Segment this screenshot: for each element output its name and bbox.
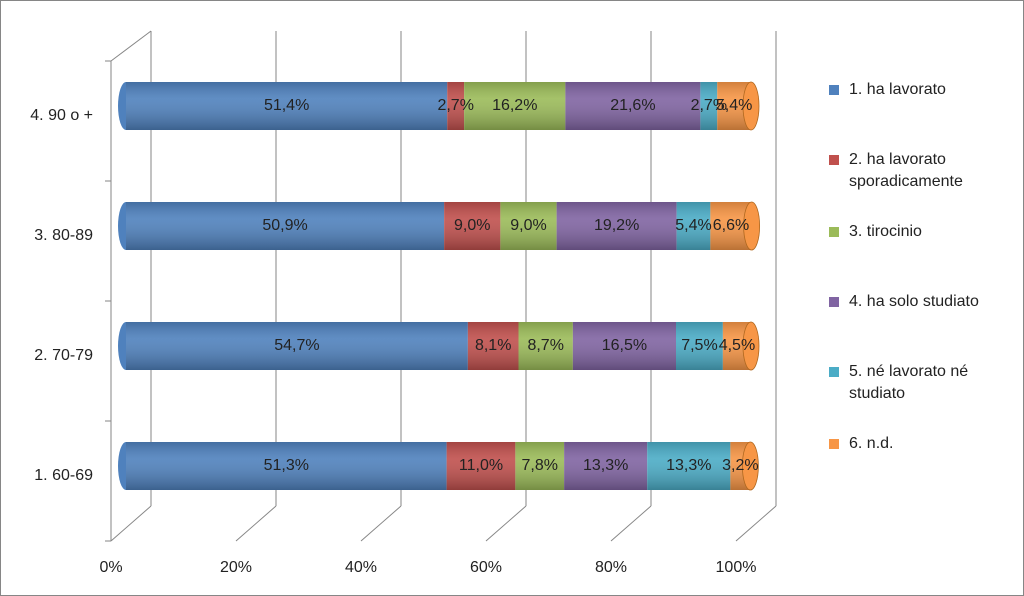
value-label: 9,0% [454, 217, 490, 234]
legend-item: 1. ha lavorato [829, 79, 1014, 101]
y-tick-label: 4. 90 o + [30, 107, 93, 124]
floor-line [360, 505, 402, 542]
legend-item: 4. ha solo studiato [829, 291, 1014, 313]
value-label: 7,8% [522, 457, 558, 474]
legend-swatch [829, 155, 839, 165]
bar-shade [572, 322, 676, 370]
value-label: 19,2% [594, 217, 639, 234]
value-label: 8,1% [475, 337, 511, 354]
value-label: 3,2% [722, 457, 758, 474]
legend-swatch [829, 297, 839, 307]
bar-shade [647, 442, 731, 490]
legend-swatch [829, 439, 839, 449]
legend-label: 1. ha lavorato [849, 81, 946, 98]
bar-cap [741, 441, 759, 491]
value-label: 6,6% [713, 217, 749, 234]
x-tick-label: 100% [716, 559, 757, 576]
legend-swatch [829, 85, 839, 95]
value-label: 16,2% [492, 97, 537, 114]
value-label: 5,4% [716, 97, 752, 114]
legend-label: 2. ha lavorato sporadicamente [849, 151, 963, 190]
bar-shade [518, 322, 573, 370]
value-label: 54,7% [274, 337, 319, 354]
value-label: 16,5% [602, 337, 647, 354]
legend-swatch [829, 367, 839, 377]
legend-label: 6. n.d. [849, 435, 894, 452]
bar-cap [742, 81, 760, 131]
legend-swatch [829, 227, 839, 237]
floor-line [235, 505, 277, 542]
bar-shade [556, 202, 677, 250]
bar-shade [446, 442, 516, 490]
value-label: 13,3% [666, 457, 711, 474]
legend-label: 5. né lavorato né studiato [849, 363, 969, 402]
bar-shade [126, 322, 468, 370]
x-tick-label: 60% [470, 559, 502, 576]
bar-shade [500, 202, 557, 250]
y-tick-label: 3. 80-89 [34, 227, 93, 244]
legend-item: 6. n.d. [829, 433, 1014, 455]
value-label: 2,7% [691, 97, 727, 114]
value-label: 5,4% [675, 217, 711, 234]
legend-label: 4. ha solo studiato [849, 293, 979, 310]
floor-line [485, 505, 527, 542]
y-tick-label: 2. 70-79 [34, 347, 93, 364]
bar-shade [676, 202, 711, 250]
bar-shade [700, 82, 718, 130]
value-label: 51,3% [264, 457, 309, 474]
bar-shade [126, 82, 448, 130]
value-label: 51,4% [264, 97, 309, 114]
bar-shade [564, 442, 648, 490]
bar-shade [444, 202, 501, 250]
bar-shade [126, 442, 447, 490]
x-tick-label: 40% [345, 559, 377, 576]
legend-item: 2. ha lavorato sporadicamente [829, 149, 1014, 193]
value-label: 21,6% [610, 97, 655, 114]
legend-item: 3. tirocinio [829, 221, 1014, 243]
bar-shade [126, 202, 445, 250]
floor-line [110, 505, 152, 542]
legend-item: 5. né lavorato né studiato [829, 361, 1014, 405]
bar-shade [467, 322, 519, 370]
bar-shade [464, 82, 566, 130]
legend-label: 3. tirocinio [849, 223, 922, 240]
value-label: 50,9% [262, 217, 307, 234]
value-label: 8,7% [527, 337, 563, 354]
value-label: 9,0% [510, 217, 546, 234]
value-label: 4,5% [719, 337, 755, 354]
bar-cap [742, 321, 760, 371]
bar-shade [447, 82, 465, 130]
bar-shade [676, 322, 723, 370]
value-label: 11,0% [459, 457, 503, 474]
bar-shade [565, 82, 701, 130]
x-tick-label: 20% [220, 559, 252, 576]
value-label: 2,7% [437, 97, 473, 114]
value-label: 13,3% [583, 457, 628, 474]
value-label: 7,5% [681, 337, 717, 354]
x-tick-label: 80% [595, 559, 627, 576]
bar-cap [743, 201, 761, 251]
floor-line [610, 505, 652, 542]
y-tick-label: 1. 60-69 [34, 467, 93, 484]
floor-line [735, 505, 777, 542]
x-tick-label: 0% [99, 559, 122, 576]
bar-shade [515, 442, 565, 490]
